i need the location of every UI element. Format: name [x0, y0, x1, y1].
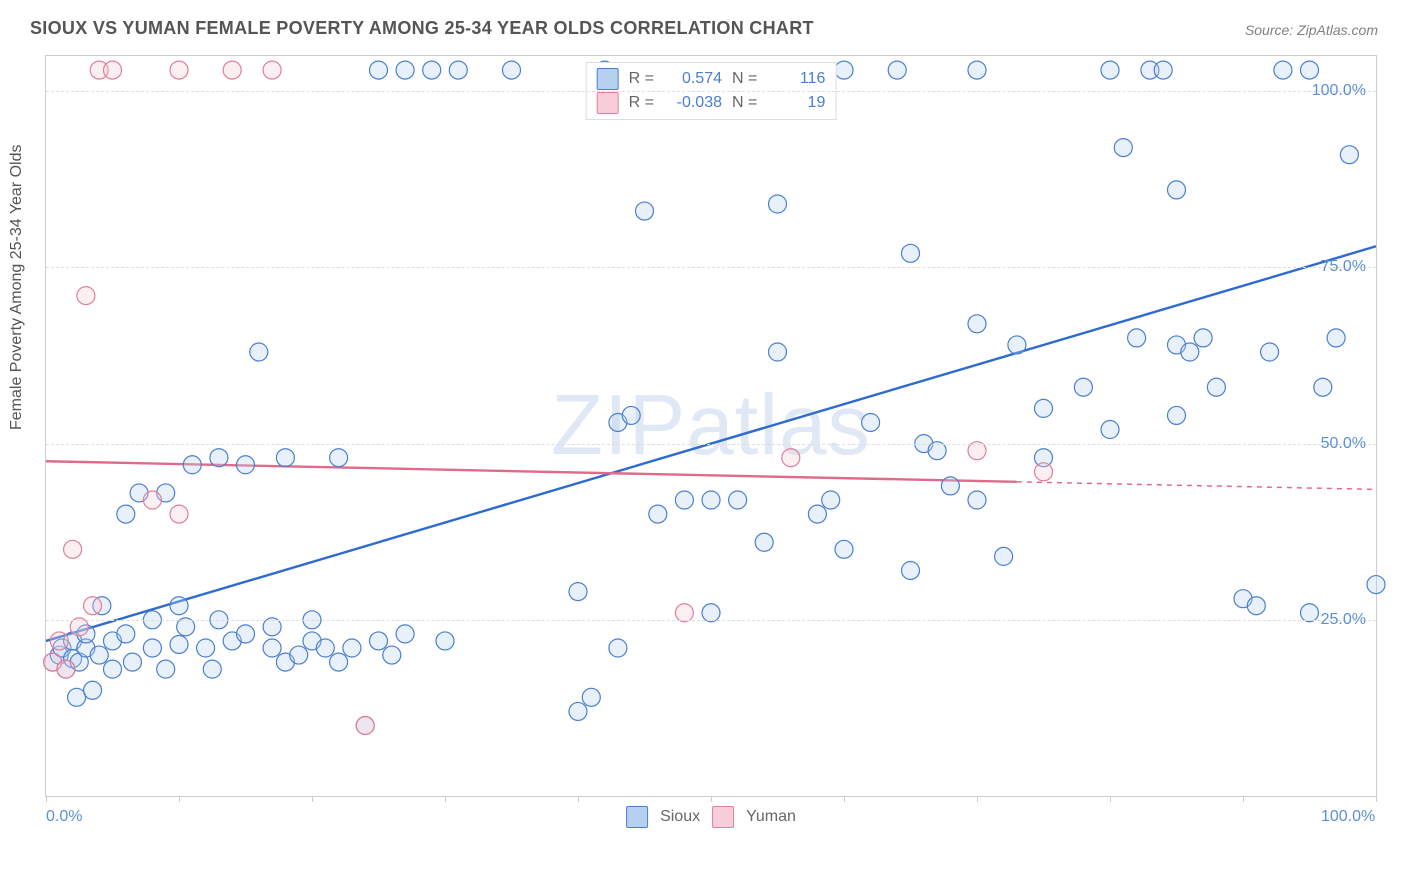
source-credit: Source: ZipAtlas.com — [1245, 22, 1378, 38]
x-tick — [445, 796, 446, 802]
x-tick-label: 0.0% — [46, 808, 82, 826]
x-tick — [179, 796, 180, 802]
x-tick-label: 100.0% — [1321, 808, 1375, 826]
gridline-h — [46, 91, 1376, 92]
legend-n-value: 19 — [767, 94, 825, 112]
x-tick — [1110, 796, 1111, 802]
legend-series-label: Yuman — [746, 808, 796, 825]
y-tick-label: 50.0% — [1321, 435, 1366, 453]
y-tick-label: 25.0% — [1321, 611, 1366, 629]
x-tick — [312, 796, 313, 802]
y-tick-label: 75.0% — [1321, 258, 1366, 276]
series-legend: Sioux Yuman — [620, 806, 802, 828]
chart-svg — [46, 56, 1376, 796]
chart-title: SIOUX VS YUMAN FEMALE POVERTY AMONG 25-3… — [30, 18, 814, 39]
gridline-h — [46, 620, 1376, 621]
legend-swatch — [597, 92, 619, 114]
legend-n-label: N = — [732, 94, 757, 112]
chart-plot-area: ZIPatlas R =0.574N =116R =-0.038N =19 Si… — [45, 55, 1377, 797]
x-tick — [711, 796, 712, 802]
x-tick — [46, 796, 47, 802]
legend-row-sioux: R = 0.574 N = 116 — [597, 67, 826, 91]
legend-r-value: -0.038 — [664, 94, 722, 112]
gridline-h — [46, 267, 1376, 268]
legend-n-value: 116 — [767, 70, 825, 88]
x-tick — [578, 796, 579, 802]
gridline-h — [46, 444, 1376, 445]
legend-swatch — [597, 68, 619, 90]
legend-series-label: Sioux — [660, 808, 700, 825]
legend-swatch — [626, 806, 648, 828]
legend-n-label: N = — [732, 70, 757, 88]
x-tick — [1376, 796, 1377, 802]
x-tick — [977, 796, 978, 802]
y-axis-label: Female Poverty Among 25-34 Year Olds — [8, 145, 26, 431]
legend-row-yuman: R = -0.038 N = 19 — [597, 91, 826, 115]
legend-swatch — [712, 806, 734, 828]
x-tick — [1243, 796, 1244, 802]
y-tick-label: 100.0% — [1312, 82, 1366, 100]
legend-r-label: R = — [629, 70, 654, 88]
x-tick — [844, 796, 845, 802]
legend-r-value: 0.574 — [664, 70, 722, 88]
legend-r-label: R = — [629, 94, 654, 112]
